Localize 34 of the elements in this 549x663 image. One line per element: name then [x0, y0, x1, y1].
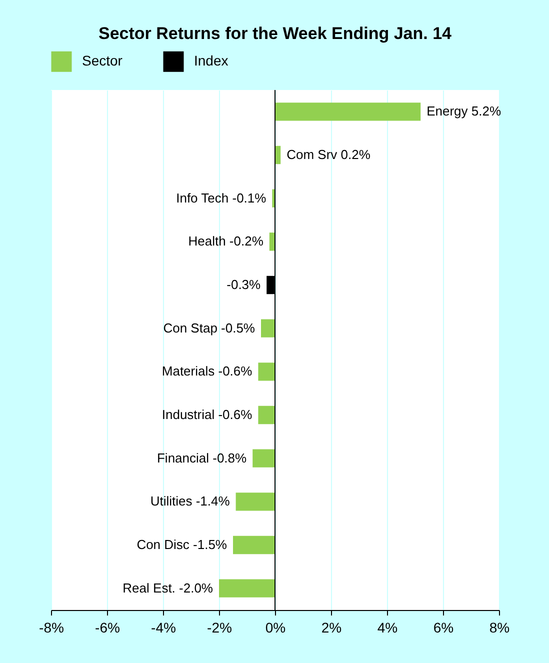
x-tick-label: 8% — [489, 620, 510, 636]
category-label: Real Est. -2.0% — [122, 580, 213, 596]
legend-label: Sector — [82, 52, 123, 69]
category-label: Con Disc -1.5% — [136, 537, 227, 552]
category-label: Health -0.2% — [188, 234, 264, 249]
category-label: Con Stap -0.5% — [163, 320, 255, 336]
chart-title: Sector Returns for the Week Ending Jan. 14 — [98, 24, 452, 43]
bar — [236, 492, 275, 511]
bar — [275, 102, 421, 121]
bar — [272, 189, 275, 208]
x-tick-label: 0% — [265, 620, 286, 636]
x-tick-label: 4% — [377, 620, 398, 636]
bar — [258, 362, 275, 381]
x-tick-label: -4% — [151, 620, 176, 636]
data-label: -0.3% — [226, 277, 262, 292]
legend-label: Index — [194, 52, 228, 69]
x-tick-label: 2% — [321, 620, 342, 636]
bar — [219, 579, 275, 598]
bar — [258, 406, 275, 424]
x-tick-label: -8% — [39, 620, 64, 636]
category-label: Financial -0.8% — [156, 450, 247, 466]
category-label: Energy 5.2% — [426, 104, 502, 119]
bar — [269, 232, 275, 251]
category-label: Utilities -1.4% — [150, 494, 230, 509]
category-label: Materials -0.6% — [162, 364, 252, 379]
bar — [233, 536, 275, 554]
x-tick-label: -2% — [207, 620, 232, 636]
category-label: Info Tech -0.1% — [176, 190, 266, 206]
x-tick-label: -6% — [95, 620, 120, 636]
bar — [252, 449, 275, 468]
x-tick-label: 6% — [433, 620, 454, 636]
category-label: Industrial -0.6% — [162, 407, 252, 422]
bar — [261, 319, 275, 338]
category-label: Com Srv 0.2% — [286, 147, 370, 162]
